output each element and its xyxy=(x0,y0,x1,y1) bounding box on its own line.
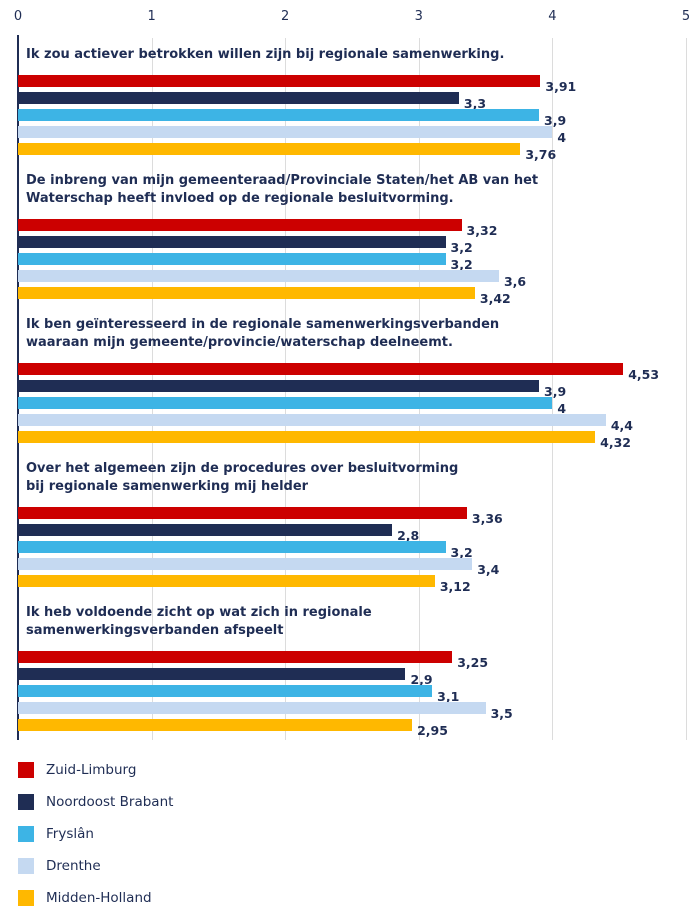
legend-label: Midden-Holland xyxy=(46,890,152,906)
legend-swatch xyxy=(18,890,34,906)
bar xyxy=(18,558,473,570)
bar xyxy=(18,126,553,138)
bar xyxy=(18,507,467,519)
category-label: Ik heb voldoende zicht op wat zich in re… xyxy=(26,605,372,638)
value-label: 2,95 xyxy=(417,723,448,738)
bar xyxy=(18,143,521,155)
value-label: 3,1 xyxy=(437,689,460,704)
value-label: 3,9 xyxy=(544,384,567,399)
bar xyxy=(18,541,446,553)
value-label: 3,25 xyxy=(457,655,489,670)
value-label: 4,53 xyxy=(628,367,660,382)
legend-swatch xyxy=(18,858,34,874)
value-label: 3,76 xyxy=(525,147,557,162)
value-label: 3,42 xyxy=(479,291,511,306)
legend-swatch xyxy=(18,826,34,842)
x-tick-label: 1 xyxy=(147,9,156,24)
x-tick-label: 5 xyxy=(681,9,691,24)
category-label: Ik zou actiever betrokken willen zijn bi… xyxy=(26,47,505,62)
legend-label: Noordoost Brabant xyxy=(46,794,174,810)
bar xyxy=(18,287,475,299)
value-label: 2,9 xyxy=(410,672,433,687)
value-label: 3,9 xyxy=(544,113,567,128)
bar xyxy=(18,397,553,409)
value-label: 3,32 xyxy=(466,223,498,238)
bar xyxy=(18,431,596,443)
x-tick-label: 4 xyxy=(548,9,557,24)
category-label: Ik ben geïnteresseerd in de regionale sa… xyxy=(26,317,500,350)
value-label: 3,3 xyxy=(463,96,487,111)
bar xyxy=(18,524,393,536)
bar xyxy=(18,575,435,587)
category-label: Over het algemeen zijn de procedures ove… xyxy=(26,461,459,494)
grid-line xyxy=(552,38,554,740)
value-label: 3,2 xyxy=(450,240,473,255)
bar xyxy=(18,380,540,392)
legend-swatch xyxy=(18,762,34,778)
x-tick-label: 0 xyxy=(13,9,23,24)
bar xyxy=(18,236,446,248)
bar xyxy=(18,702,486,714)
value-label: 4 xyxy=(557,401,567,416)
value-label: 3,12 xyxy=(439,579,471,594)
value-label: 3,2 xyxy=(450,545,473,560)
bar xyxy=(18,92,459,104)
legend-label: Fryslân xyxy=(46,826,94,842)
value-label: 4,4 xyxy=(610,418,633,433)
bar xyxy=(18,668,406,680)
grid-line xyxy=(686,38,687,740)
value-label: 3,6 xyxy=(503,274,527,289)
x-tick-label: 3 xyxy=(414,9,423,24)
bar xyxy=(18,253,446,265)
bar xyxy=(18,363,624,375)
value-label: 4,32 xyxy=(600,435,631,450)
legend-label: Drenthe xyxy=(46,858,101,874)
value-label: 3,91 xyxy=(545,79,577,94)
legend-swatch xyxy=(18,794,34,810)
value-label: 3,4 xyxy=(477,562,500,577)
bar xyxy=(18,75,541,87)
value-label: 4 xyxy=(557,130,567,145)
x-tick-label: 2 xyxy=(281,9,290,24)
category-label: De inbreng van mijn gemeenteraad/Provinc… xyxy=(26,173,539,206)
value-label: 3,5 xyxy=(490,706,513,721)
bar xyxy=(18,414,606,426)
bar xyxy=(18,685,433,697)
legend-label: Zuid-Limburg xyxy=(46,762,137,778)
bar xyxy=(18,219,462,231)
bar xyxy=(18,651,453,663)
bar xyxy=(18,719,413,731)
bar xyxy=(18,270,499,282)
value-label: 3,2 xyxy=(450,257,473,272)
value-label: 2,8 xyxy=(397,528,420,543)
bar xyxy=(18,109,540,121)
value-label: 3,36 xyxy=(471,511,503,526)
